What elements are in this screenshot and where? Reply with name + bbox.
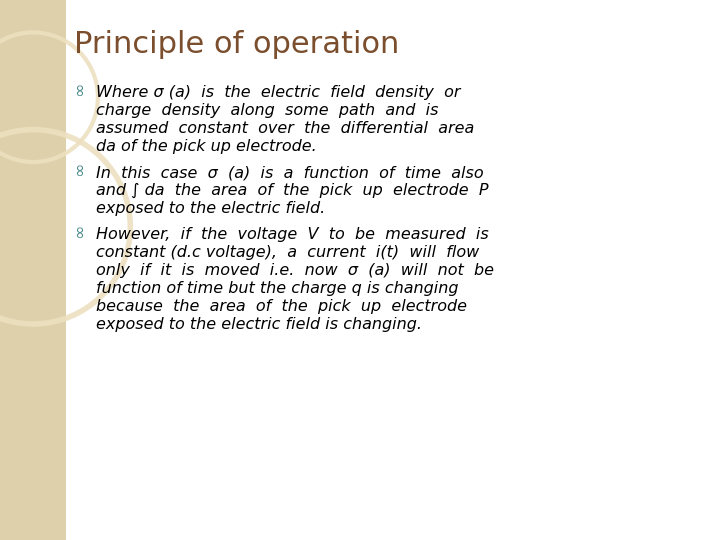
Text: ∞: ∞ — [71, 224, 89, 239]
Text: Principle of operation: Principle of operation — [74, 30, 400, 59]
Text: da of the pick up electrode.: da of the pick up electrode. — [96, 139, 317, 154]
Text: assumed  constant  over  the  differential  area: assumed constant over the differential a… — [96, 121, 474, 136]
Text: exposed to the electric field.: exposed to the electric field. — [96, 201, 325, 216]
Text: because  the  area  of  the  pick  up  electrode: because the area of the pick up electrod… — [96, 299, 467, 314]
Text: function of time but the charge q is changing: function of time but the charge q is cha… — [96, 281, 459, 296]
Text: However,  if  the  voltage  V  to  be  measured  is: However, if the voltage V to be measured… — [96, 227, 489, 242]
Text: Where σ (a)  is  the  electric  field  density  or: Where σ (a) is the electric field densit… — [96, 85, 461, 100]
Text: charge  density  along  some  path  and  is: charge density along some path and is — [96, 103, 438, 118]
Text: only  if  it  is  moved  i.e.  now  σ  (a)  will  not  be: only if it is moved i.e. now σ (a) will … — [96, 263, 494, 278]
Text: ∞: ∞ — [71, 162, 89, 177]
Text: In  this  case  σ  (a)  is  a  function  of  time  also: In this case σ (a) is a function of time… — [96, 165, 484, 180]
Text: and ∫ da  the  area  of  the  pick  up  electrode  P: and ∫ da the area of the pick up electro… — [96, 183, 489, 198]
Bar — [0, 0, 66, 540]
Text: ∞: ∞ — [71, 82, 89, 97]
Text: constant (d.c voltage),  a  current  i(t)  will  flow: constant (d.c voltage), a current i(t) w… — [96, 245, 480, 260]
Text: exposed to the electric field is changing.: exposed to the electric field is changin… — [96, 317, 422, 332]
